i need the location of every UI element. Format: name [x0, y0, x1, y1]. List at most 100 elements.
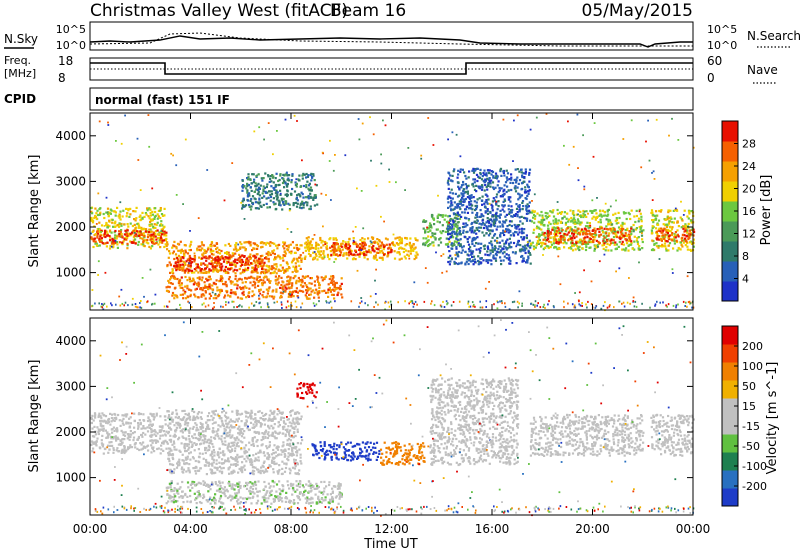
heat-cell	[99, 419, 102, 422]
heat-cell	[464, 183, 467, 186]
heat-cell	[484, 183, 487, 187]
noise-cell	[175, 194, 178, 196]
heat-cell	[669, 216, 672, 219]
heat-cell	[518, 204, 521, 207]
noise-cell	[603, 253, 606, 256]
heat-cell	[574, 248, 577, 251]
clutter-cell	[367, 304, 369, 307]
heat-cell	[534, 215, 537, 218]
heat-cell	[97, 428, 100, 431]
heat-cell	[490, 240, 493, 243]
heat-cell	[314, 194, 317, 197]
heat-cell	[149, 234, 152, 237]
heat-cell	[566, 233, 569, 236]
heat-cell	[200, 279, 203, 282]
heat-cell	[617, 245, 620, 248]
heat-cell	[549, 231, 552, 234]
heat-cell	[150, 444, 153, 447]
heat-cell	[204, 271, 207, 274]
heat-cell	[276, 278, 279, 281]
heat-cell	[484, 211, 487, 214]
heat-cell	[160, 233, 163, 236]
heat-cell	[333, 250, 336, 254]
heat-cell	[191, 271, 194, 274]
heat-cell	[331, 281, 334, 284]
heat-cell	[344, 241, 347, 244]
noise-cell	[375, 184, 378, 187]
heat-cell	[141, 216, 144, 219]
heat-cell	[576, 218, 580, 221]
heat-cell	[507, 228, 510, 231]
heat-cell	[479, 173, 482, 176]
heat-cell	[492, 256, 495, 259]
heat-cell	[306, 245, 309, 248]
heat-cell	[505, 213, 508, 216]
heat-cell	[138, 225, 141, 228]
heat-cell	[497, 191, 500, 194]
heat-cell	[133, 419, 136, 422]
heat-cell	[336, 243, 339, 246]
heat-cell	[122, 209, 125, 212]
clutter-cell	[389, 300, 392, 303]
heat-cell	[288, 267, 291, 270]
heat-cell	[114, 413, 117, 416]
heat-cell	[525, 208, 528, 211]
heat-cell	[199, 269, 202, 272]
noise-cell	[253, 130, 256, 133]
heat-cell	[640, 215, 643, 218]
heat-cell	[450, 199, 453, 202]
clutter-cell	[553, 306, 555, 309]
heat-cell	[127, 422, 130, 425]
heat-cell	[109, 239, 112, 242]
heat-cell	[633, 240, 636, 243]
clutter-cell	[377, 303, 379, 306]
heat-cell	[392, 243, 395, 247]
heat-cell	[142, 413, 145, 416]
heat-cell	[544, 211, 547, 215]
heat-cell	[111, 221, 114, 224]
heat-cell	[632, 228, 635, 231]
heat-cell	[656, 222, 659, 225]
heat-cell	[218, 280, 221, 283]
heat-cell	[578, 245, 581, 248]
heat-cell	[134, 235, 137, 238]
heat-cell	[491, 236, 494, 239]
heat-cell	[307, 194, 310, 198]
heat-cell	[591, 233, 594, 236]
heat-cell	[684, 226, 687, 229]
heat-cell	[651, 211, 654, 214]
heat-cell	[323, 240, 326, 244]
heat-cell	[111, 246, 115, 249]
heat-cell	[262, 268, 265, 271]
heat-cell	[148, 245, 151, 248]
heat-cell	[639, 212, 642, 215]
heat-cell	[471, 204, 474, 207]
heat-cell	[474, 261, 477, 264]
heat-cell	[657, 244, 660, 248]
heat-cell	[560, 212, 563, 215]
heat-cell	[111, 413, 114, 416]
heat-cell	[386, 238, 389, 241]
heat-cell	[202, 293, 205, 296]
heat-cell	[488, 259, 491, 262]
heat-cell	[471, 230, 474, 233]
heat-cell	[621, 223, 624, 226]
heat-cell	[414, 238, 418, 241]
heat-cell	[422, 237, 425, 240]
heat-cell	[90, 417, 93, 420]
heat-cell	[229, 262, 232, 265]
heat-cell	[383, 253, 386, 256]
heat-cell	[218, 248, 221, 252]
heat-cell	[215, 297, 218, 300]
noise-cell	[370, 241, 373, 244]
heat-cell	[266, 183, 269, 186]
heat-cell	[251, 173, 254, 176]
heat-cell	[288, 282, 291, 285]
heat-cell	[338, 287, 341, 290]
heat-cell	[550, 241, 553, 244]
heat-cell	[148, 228, 151, 231]
noise-cell	[618, 267, 621, 270]
heat-cell	[326, 255, 330, 258]
heat-cell	[564, 223, 567, 226]
heat-cell	[115, 237, 118, 240]
